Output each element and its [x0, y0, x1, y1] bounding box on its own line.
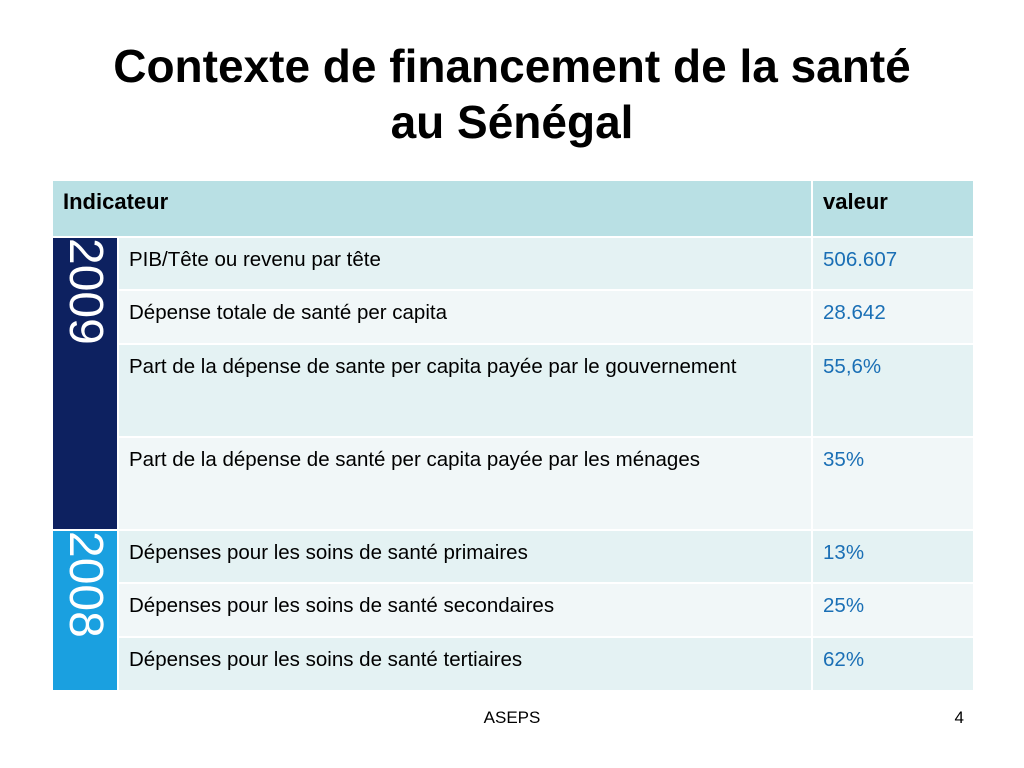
table-row: 2008 Dépenses pour les soins de santé pr… [51, 529, 976, 692]
table-row: Dépense totale de santé per capita 28.64… [52, 289, 976, 345]
indicator-cell: Part de la dépense de sante per capita p… [116, 343, 814, 438]
header-indicator: Indicateur [50, 179, 814, 238]
indicator-cell: Part de la dépense de santé per capita p… [116, 436, 814, 531]
slide-title: Contexte de financement de la santé au S… [40, 38, 984, 150]
table-row: 2009 PIB/Tête ou revenu par tête 506.607 [51, 236, 976, 531]
table-row: Part de la dépense de santé per capita p… [52, 436, 976, 531]
footer-label: ASEPS [483, 708, 541, 727]
title-line-2: au Sénégal [390, 96, 634, 148]
year-label: 2008 [59, 531, 112, 638]
indicator-cell: Dépenses pour les soins de santé tertiai… [116, 636, 814, 692]
value-cell: 55,6% [811, 343, 976, 438]
indicator-cell: PIB/Tête ou revenu par tête [116, 236, 814, 291]
table-row: Dépenses pour les soins de santé tertiai… [52, 636, 976, 692]
table-row: Part de la dépense de sante per capita p… [52, 343, 976, 438]
value-cell: 25% [811, 582, 976, 638]
year-2008-cell: 2008 [51, 529, 119, 692]
year-label: 2009 [59, 238, 112, 345]
value-cell: 506.607 [811, 236, 976, 291]
value-cell: 13% [811, 529, 976, 584]
indicator-cell: Dépense totale de santé per capita [116, 289, 814, 345]
header-value: valeur [811, 179, 976, 238]
value-cell: 28.642 [811, 289, 976, 345]
title-line-1: Contexte de financement de la santé [113, 40, 911, 92]
table-row: Dépenses pour les soins de santé seconda… [52, 582, 976, 638]
year-2009-cell: 2009 [51, 236, 119, 531]
indicator-cell: Dépenses pour les soins de santé seconda… [116, 582, 814, 638]
indicator-table: Indicateur valeur 2009 PIB/Tête ou reven… [50, 179, 976, 692]
page-number: 4 [954, 708, 964, 727]
table-header-row: Indicateur valeur [50, 179, 976, 238]
value-cell: 35% [811, 436, 976, 531]
value-cell: 62% [811, 636, 976, 692]
indicator-cell: Dépenses pour les soins de santé primair… [116, 529, 814, 584]
